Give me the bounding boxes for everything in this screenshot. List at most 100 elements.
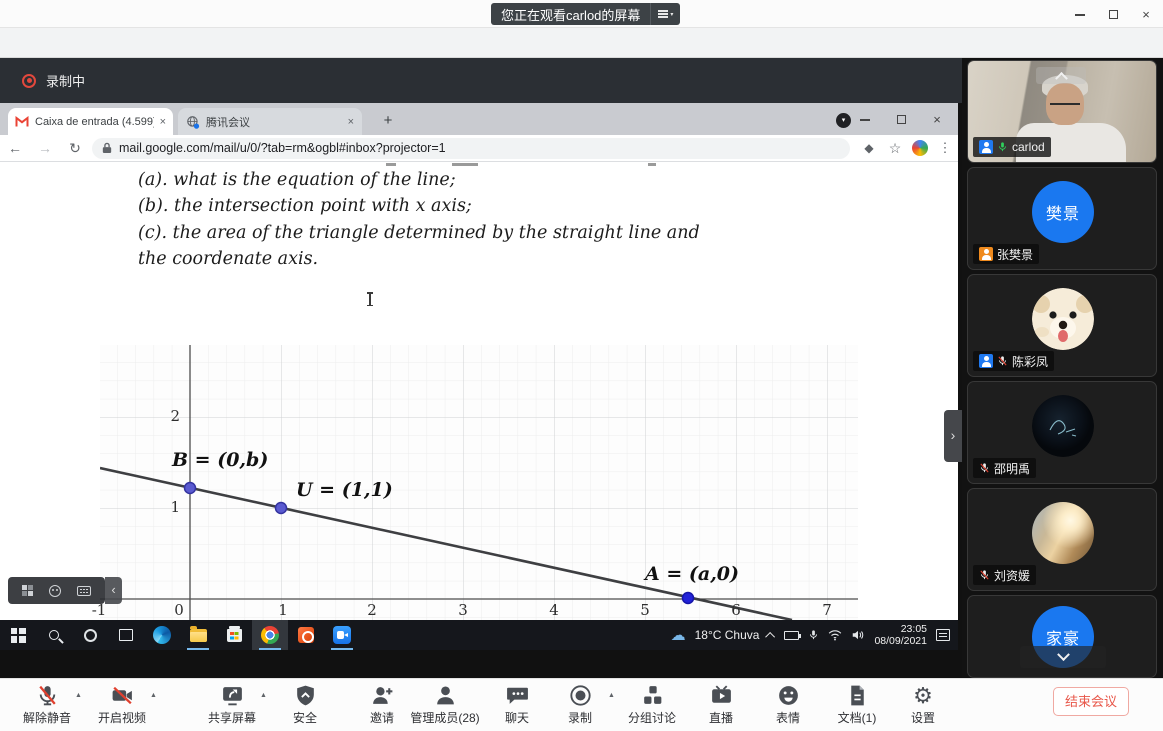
security-button[interactable]: 安全: [260, 683, 350, 726]
mic-muted-icon: [980, 463, 989, 473]
browser-minimize-button[interactable]: [856, 112, 874, 127]
cropped-text-fragment: [386, 163, 396, 166]
problem-line-c: (c). the area of the triangle determined…: [138, 222, 700, 243]
tab-close-icon[interactable]: ×: [347, 115, 354, 128]
task-view-button[interactable]: [108, 620, 144, 650]
toolbar-collapse-button[interactable]: ‹: [105, 577, 122, 604]
share-options-arrow[interactable]: ▲: [260, 692, 267, 699]
taskbar-tencent-meeting[interactable]: [324, 620, 360, 650]
x-tick-3: 3: [458, 601, 468, 619]
app-minimize-button[interactable]: [1071, 7, 1089, 22]
point-U[interactable]: [274, 501, 288, 515]
breakout-rooms-button[interactable]: 分组讨论: [602, 683, 702, 726]
app-titlebar: 您正在观看carlod的屏幕 ▾ ×: [0, 0, 1163, 28]
taskbar-office[interactable]: [288, 620, 324, 650]
tab-gmail[interactable]: Caixa de entrada (4.599) - cahe.u ×: [8, 108, 173, 135]
wifi-icon[interactable]: [828, 629, 842, 641]
share-options-menu[interactable]: ▾: [650, 3, 680, 25]
x-tick-neg1: -1: [91, 601, 107, 619]
url-input[interactable]: mail.google.com/mail/u/0/?tab=rm&ogbl#in…: [92, 137, 850, 159]
taskbar-ms-store[interactable]: [216, 620, 252, 650]
taskbar-clock[interactable]: 23:05 08/09/2021: [874, 623, 927, 647]
participant-tile-liuziyuan[interactable]: 刘资媛: [967, 488, 1157, 591]
point-B[interactable]: [183, 481, 197, 495]
taskbar-search-button[interactable]: [36, 620, 72, 650]
point-A-label: A = (a,0): [645, 563, 740, 585]
carlod-name-badge: carlod: [973, 137, 1051, 157]
caret-down-icon: ▾: [670, 11, 674, 18]
volume-icon[interactable]: [851, 629, 865, 641]
avatar-initials: 樊景: [1032, 181, 1094, 243]
invite-button[interactable]: 邀请: [337, 683, 427, 726]
reload-button[interactable]: ↻: [69, 139, 81, 156]
browser-restore-button[interactable]: [892, 112, 910, 127]
smiley-icon[interactable]: [49, 584, 61, 597]
lock-icon: [102, 142, 112, 153]
video-options-arrow[interactable]: ▲: [150, 692, 157, 699]
taskbar-chrome[interactable]: [252, 620, 288, 650]
end-meeting-button[interactable]: 结束会议: [1053, 687, 1129, 716]
app-close-button[interactable]: ×: [1142, 6, 1150, 22]
participant-name: 陈彩凤: [1012, 354, 1049, 369]
problem-line-c2: the coordenate axis.: [138, 249, 319, 270]
documents-button[interactable]: 文档(1): [812, 683, 902, 726]
browser-menu-icon[interactable]: ⋮: [938, 140, 952, 155]
browser-close-button[interactable]: ×: [933, 111, 941, 127]
battery-icon[interactable]: [784, 630, 802, 640]
taskbar-date: 08/09/2021: [874, 635, 927, 647]
scenery-avatar: [1032, 502, 1094, 564]
record-button[interactable]: 录制 ▲: [535, 683, 625, 726]
browser-update-icon[interactable]: ▾: [836, 113, 851, 128]
panel-toggle-handle[interactable]: ›: [944, 410, 962, 462]
profile-avatar[interactable]: [912, 140, 928, 156]
emoji-icon: [778, 686, 798, 705]
tab-close-icon[interactable]: ×: [159, 115, 166, 128]
keyboard-icon[interactable]: [77, 585, 91, 596]
open-app-indicator: [187, 648, 209, 650]
settings-button[interactable]: ⚙ 设置: [878, 683, 968, 726]
chevron-up-icon: [1054, 71, 1068, 85]
participant-tile-zhangfanjing[interactable]: 樊景 张樊景: [967, 167, 1157, 270]
participant-tile-shaomingyu[interactable]: 邵明禹: [967, 381, 1157, 484]
taskbar-edge[interactable]: [144, 620, 180, 650]
record-options-arrow[interactable]: ▲: [608, 692, 615, 699]
live-tv-icon: [711, 685, 731, 703]
emoji-button[interactable]: 表情: [743, 683, 833, 726]
annotation-toolbar[interactable]: [8, 577, 105, 604]
unmute-button[interactable]: 解除静音 ▲: [2, 683, 92, 726]
scroll-participants-down-button[interactable]: [1020, 646, 1106, 668]
participant-name: 刘资媛: [994, 568, 1031, 583]
chencaifeng-name-badge: 陈彩凤: [973, 351, 1055, 371]
weather-cloud-icon[interactable]: ☁: [670, 627, 686, 644]
start-video-button[interactable]: 开启视频 ▲: [77, 683, 167, 726]
tray-expand-icon[interactable]: [765, 631, 776, 642]
action-center-icon[interactable]: [936, 629, 950, 641]
back-button[interactable]: ←: [8, 140, 22, 156]
forward-button[interactable]: →: [38, 140, 52, 156]
problem-line-b: (b). the intersection point with x axis;: [138, 196, 472, 217]
x-tick-0: 0: [174, 601, 184, 619]
participant-tile-chencaifeng[interactable]: 陈彩凤: [967, 274, 1157, 377]
panel-collapse-button[interactable]: [1036, 67, 1086, 85]
point-A[interactable]: [681, 591, 695, 605]
live-stream-button[interactable]: 直播: [676, 683, 766, 726]
share-screen-button[interactable]: 共享屏幕 ▲: [187, 683, 277, 726]
taskbar-file-explorer[interactable]: [180, 620, 216, 650]
tray-mic-icon[interactable]: [808, 628, 819, 642]
mic-options-arrow[interactable]: ▲: [75, 692, 82, 699]
reading-mode-icon[interactable]: ◆: [864, 141, 874, 155]
grid-apps-icon[interactable]: [22, 585, 33, 596]
app-maximize-button[interactable]: [1104, 7, 1122, 22]
cortana-button[interactable]: [72, 620, 108, 650]
bookmark-star-icon[interactable]: ☆: [888, 139, 902, 156]
manage-members-button[interactable]: 管理成员(28): [390, 683, 500, 726]
weather-text[interactable]: 18°C Chuva: [694, 628, 760, 642]
participant-tile-jiahao[interactable]: 家豪: [967, 595, 1157, 678]
participant-tile-carlod[interactable]: carlod: [967, 60, 1157, 163]
start-button[interactable]: [0, 620, 36, 650]
globe-icon: [187, 115, 200, 129]
gear-icon: ⚙: [913, 683, 933, 708]
chat-button[interactable]: 聊天: [472, 683, 562, 726]
tab-tencent-meeting[interactable]: 腾讯会议 ×: [178, 108, 362, 135]
new-tab-button[interactable]: +: [383, 112, 393, 129]
